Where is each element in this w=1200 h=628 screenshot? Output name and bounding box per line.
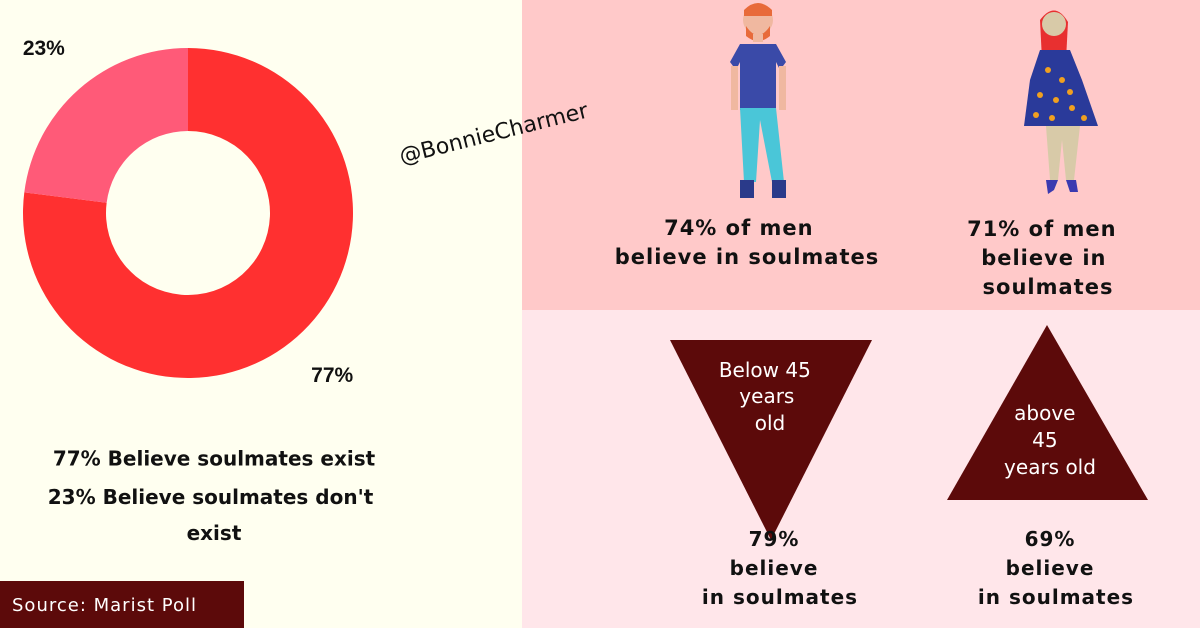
caption: 23% Believe soulmates don't exist	[48, 485, 381, 545]
donut-slice	[24, 48, 189, 203]
value-label: 77%	[311, 364, 353, 387]
man-figure	[730, 3, 786, 198]
source-box	[0, 581, 244, 628]
triangle-text: above 45 years old	[1004, 401, 1096, 479]
value-label: 23%	[23, 37, 65, 60]
triangle-text: Below 45 years old	[719, 358, 817, 435]
panel-text: 74% of men believe in soulmates	[615, 216, 880, 269]
woman-figure	[1024, 10, 1098, 194]
up-triangle	[947, 325, 1148, 500]
panel-text: 79% believe in soulmates	[702, 527, 858, 609]
caption: 77% Believe soulmates exist	[53, 447, 376, 471]
source: Source: Marist Poll	[12, 595, 197, 616]
panel-text: 69% believe in soulmates	[978, 527, 1134, 609]
down-triangle	[670, 340, 872, 540]
top-right-panel	[522, 0, 1200, 310]
panel-text: 71% of men believe in soulmates	[967, 217, 1125, 299]
donut-slice	[23, 48, 354, 378]
